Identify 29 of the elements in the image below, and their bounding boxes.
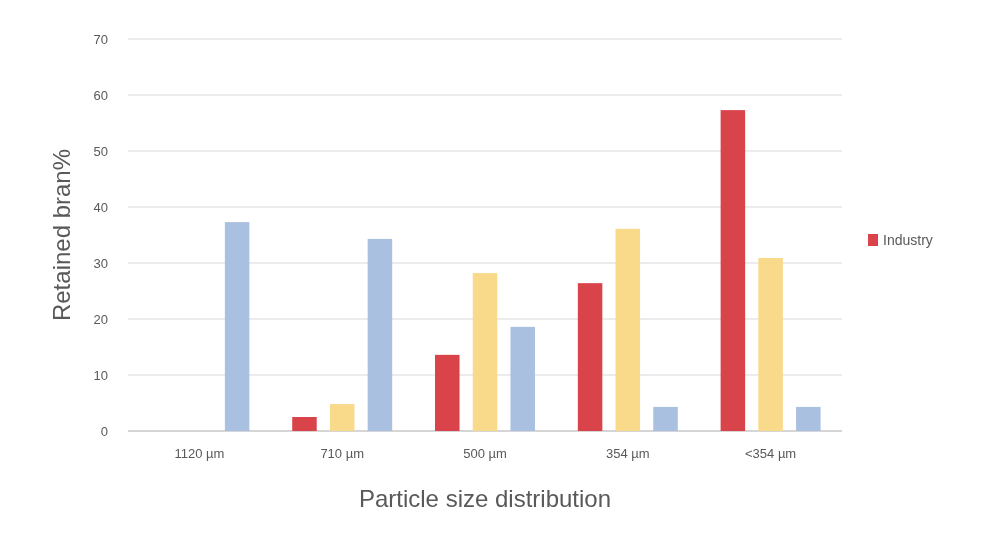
y-tick-label: 20 — [93, 311, 108, 327]
bar — [653, 406, 678, 431]
y-tick-label: 40 — [93, 199, 108, 215]
x-tick-label: 1120 µm — [174, 446, 225, 461]
bar — [472, 273, 498, 431]
y-tick-label: 30 — [93, 255, 108, 271]
x-tick-label: 354 µm — [605, 446, 650, 461]
bar — [367, 238, 393, 431]
bar — [329, 404, 355, 431]
y-axis-title: Retained bran% — [48, 148, 75, 322]
bar — [577, 283, 603, 431]
x-tick-label: 500 µm — [463, 446, 507, 461]
bar — [510, 326, 535, 431]
y-tick-label: 10 — [93, 367, 108, 383]
x-tick-label: <354 µm — [744, 446, 797, 461]
bar — [720, 110, 746, 431]
bar — [224, 222, 250, 431]
x-tick-label: 710 µm — [320, 446, 365, 461]
legend-label: Industry — [883, 231, 933, 248]
bar — [435, 354, 460, 431]
bar — [758, 257, 783, 431]
bar — [615, 228, 641, 431]
y-tick-label: 70 — [93, 31, 108, 47]
bar — [796, 406, 821, 431]
y-tick-label: 0 — [100, 423, 108, 439]
y-tick-label: 60 — [93, 87, 108, 103]
bar — [292, 417, 317, 431]
y-tick-label: 50 — [93, 143, 108, 159]
x-axis-title: Particle size distribution — [358, 485, 612, 512]
